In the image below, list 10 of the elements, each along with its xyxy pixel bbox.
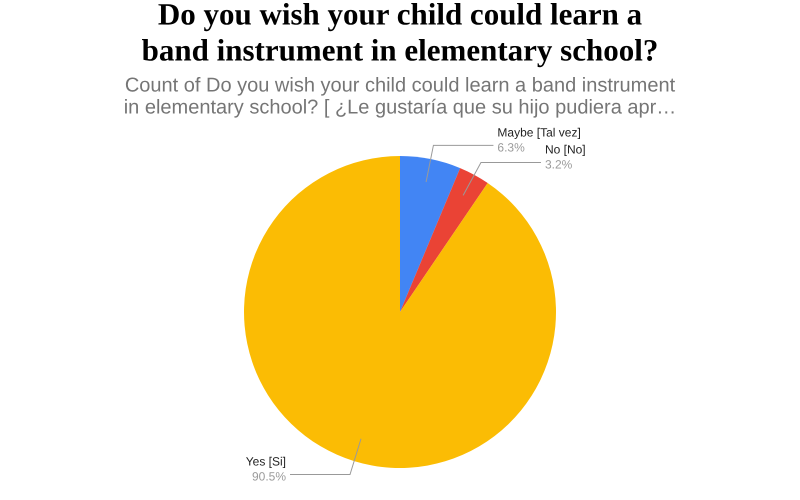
data-label: 90.5% (252, 469, 286, 484)
data-label: 6.3% (497, 140, 526, 154)
data-label: 3.2% (544, 158, 573, 172)
slice-label: No [No] (544, 142, 586, 157)
slice-label: Maybe [Tal vez] (497, 125, 581, 140)
chart-subtitle: Count of Do you wish your child could learn a band instrument in elementary school? [ ¿Le gustaría que su hijo pudiera apr… (124, 74, 676, 118)
slice-label: Yes [Si] (246, 454, 286, 468)
chart-title: Do you wish your child could learn a band instrument in elementary school? (142, 0, 658, 68)
pie-slice (400, 156, 460, 312)
pie-slice (400, 168, 488, 312)
